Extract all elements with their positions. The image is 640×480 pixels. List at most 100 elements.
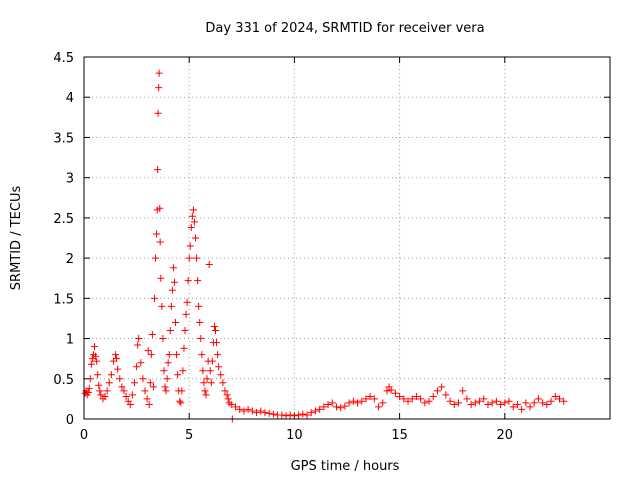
data-point — [213, 339, 221, 347]
data-point — [95, 381, 103, 389]
data-point — [202, 391, 210, 399]
data-point — [187, 224, 195, 232]
x-tick-label: 5 — [185, 428, 193, 443]
data-point — [113, 355, 121, 363]
data-point — [207, 379, 215, 387]
data-point — [480, 395, 488, 403]
data-point — [463, 395, 471, 403]
data-point — [201, 387, 209, 395]
data-point — [159, 335, 167, 343]
data-point — [217, 371, 225, 379]
data-point — [86, 375, 94, 383]
data-point — [303, 411, 311, 419]
data-point — [196, 318, 204, 326]
data-point — [459, 387, 467, 395]
data-point — [120, 387, 128, 395]
data-point — [518, 405, 526, 413]
data-point — [177, 399, 185, 407]
data-point — [265, 409, 273, 417]
y-tick-label: 0.5 — [53, 373, 74, 388]
data-point — [155, 69, 163, 77]
data-point — [224, 395, 232, 403]
data-point — [156, 238, 164, 246]
data-point — [404, 397, 412, 405]
data-point — [509, 403, 517, 411]
data-point — [154, 166, 162, 174]
data-point — [153, 230, 161, 238]
data-point — [212, 327, 219, 335]
data-point — [488, 399, 496, 407]
data-point — [379, 399, 387, 407]
x-tick-label: 0 — [80, 428, 88, 443]
axis-ticks: 0 0.5 1 1.5 2 2.5 3 3.5 4 4.5 0 5 10 15 20 — [53, 51, 610, 443]
data-point — [163, 375, 171, 383]
data-point — [210, 322, 218, 330]
data-point — [118, 383, 126, 391]
data-point — [358, 397, 366, 405]
y-tick-label: 1 — [66, 333, 74, 348]
data-point — [114, 365, 122, 373]
data-point — [170, 278, 178, 286]
data-point — [290, 412, 298, 420]
data-point — [433, 387, 441, 395]
data-point — [295, 411, 303, 419]
data-point — [200, 379, 208, 387]
data-point — [182, 310, 190, 318]
data-point — [126, 401, 134, 409]
data-point — [162, 387, 170, 395]
data-point — [101, 392, 109, 400]
data-point — [354, 399, 362, 407]
data-point — [526, 403, 534, 411]
data-point — [130, 379, 138, 387]
data-point — [157, 274, 165, 282]
chart-title: Day 331 of 2024, SRMTID for receiver ver… — [205, 21, 484, 36]
data-point — [149, 383, 157, 391]
data-point — [97, 391, 105, 399]
x-tick-label: 20 — [497, 428, 514, 443]
data-point — [366, 392, 374, 400]
data-point — [164, 359, 172, 367]
data-point — [135, 335, 143, 343]
data-point — [345, 399, 353, 407]
data-point — [412, 392, 420, 400]
data-point — [560, 397, 568, 405]
data-point — [133, 363, 141, 371]
x-tick-label: 10 — [286, 428, 303, 443]
data-point — [141, 387, 149, 395]
data-point — [219, 379, 227, 387]
data-point — [103, 387, 111, 395]
data-point — [484, 401, 492, 409]
data-point — [169, 264, 177, 272]
data-point — [442, 391, 450, 399]
y-tick-label: 4 — [66, 91, 74, 106]
data-point — [161, 383, 169, 391]
data-point — [84, 388, 92, 396]
data-point — [91, 343, 99, 351]
data-point — [173, 351, 181, 359]
data-point — [105, 379, 113, 387]
data-point — [180, 344, 188, 352]
data-point — [282, 412, 290, 420]
data-point — [179, 367, 187, 375]
data-point — [107, 371, 115, 379]
data-point — [450, 401, 458, 409]
data-point — [240, 407, 248, 415]
data-point — [396, 392, 404, 400]
plot-frame — [83, 56, 611, 420]
data-point — [408, 395, 416, 403]
data-point — [152, 254, 160, 262]
data-point — [137, 359, 145, 367]
data-point — [556, 395, 564, 403]
data-point — [417, 395, 425, 403]
y-tick-label: 2 — [66, 252, 74, 267]
data-point — [148, 331, 156, 339]
data-point — [154, 109, 162, 117]
data-point — [194, 277, 202, 285]
data-point — [185, 254, 193, 262]
y-tick-label: 4.5 — [53, 51, 74, 66]
data-point — [139, 375, 147, 383]
data-point — [328, 399, 336, 407]
data-point — [261, 409, 269, 417]
data-point — [147, 351, 155, 359]
data-point — [92, 352, 100, 360]
